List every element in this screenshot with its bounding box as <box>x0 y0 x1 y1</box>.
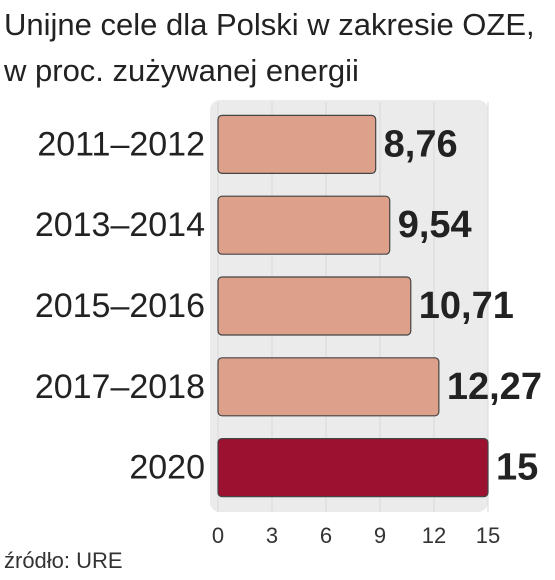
x-tick-label: 0 <box>212 523 224 548</box>
value-label: 12,27 <box>447 366 542 408</box>
bar <box>217 195 391 255</box>
x-tick-label: 3 <box>266 523 278 548</box>
y-tick-label: 2020 <box>129 449 205 487</box>
x-tick-label: 6 <box>320 523 332 548</box>
bar <box>217 276 412 336</box>
bar <box>217 357 440 417</box>
y-tick-label: 2017–2018 <box>35 368 205 406</box>
value-label: 8,76 <box>384 123 458 165</box>
value-label: 10,71 <box>419 285 514 327</box>
y-tick-label: 2015–2016 <box>35 287 205 325</box>
chart-title: Unijne cele dla Polski w zakresie OZE, w… <box>4 7 535 88</box>
x-tick-label: 9 <box>374 523 386 548</box>
source: źródło: URE <box>4 548 123 573</box>
y-tick-label: 2013–2014 <box>35 206 205 244</box>
bar <box>217 438 489 498</box>
value-label: 9,54 <box>398 204 472 246</box>
y-tick-label: 2011–2012 <box>37 125 205 163</box>
x-tick-label: 12 <box>422 523 446 548</box>
value-label: 15 <box>496 447 538 489</box>
bar <box>217 114 377 175</box>
x-tick-label: 15 <box>476 523 500 548</box>
